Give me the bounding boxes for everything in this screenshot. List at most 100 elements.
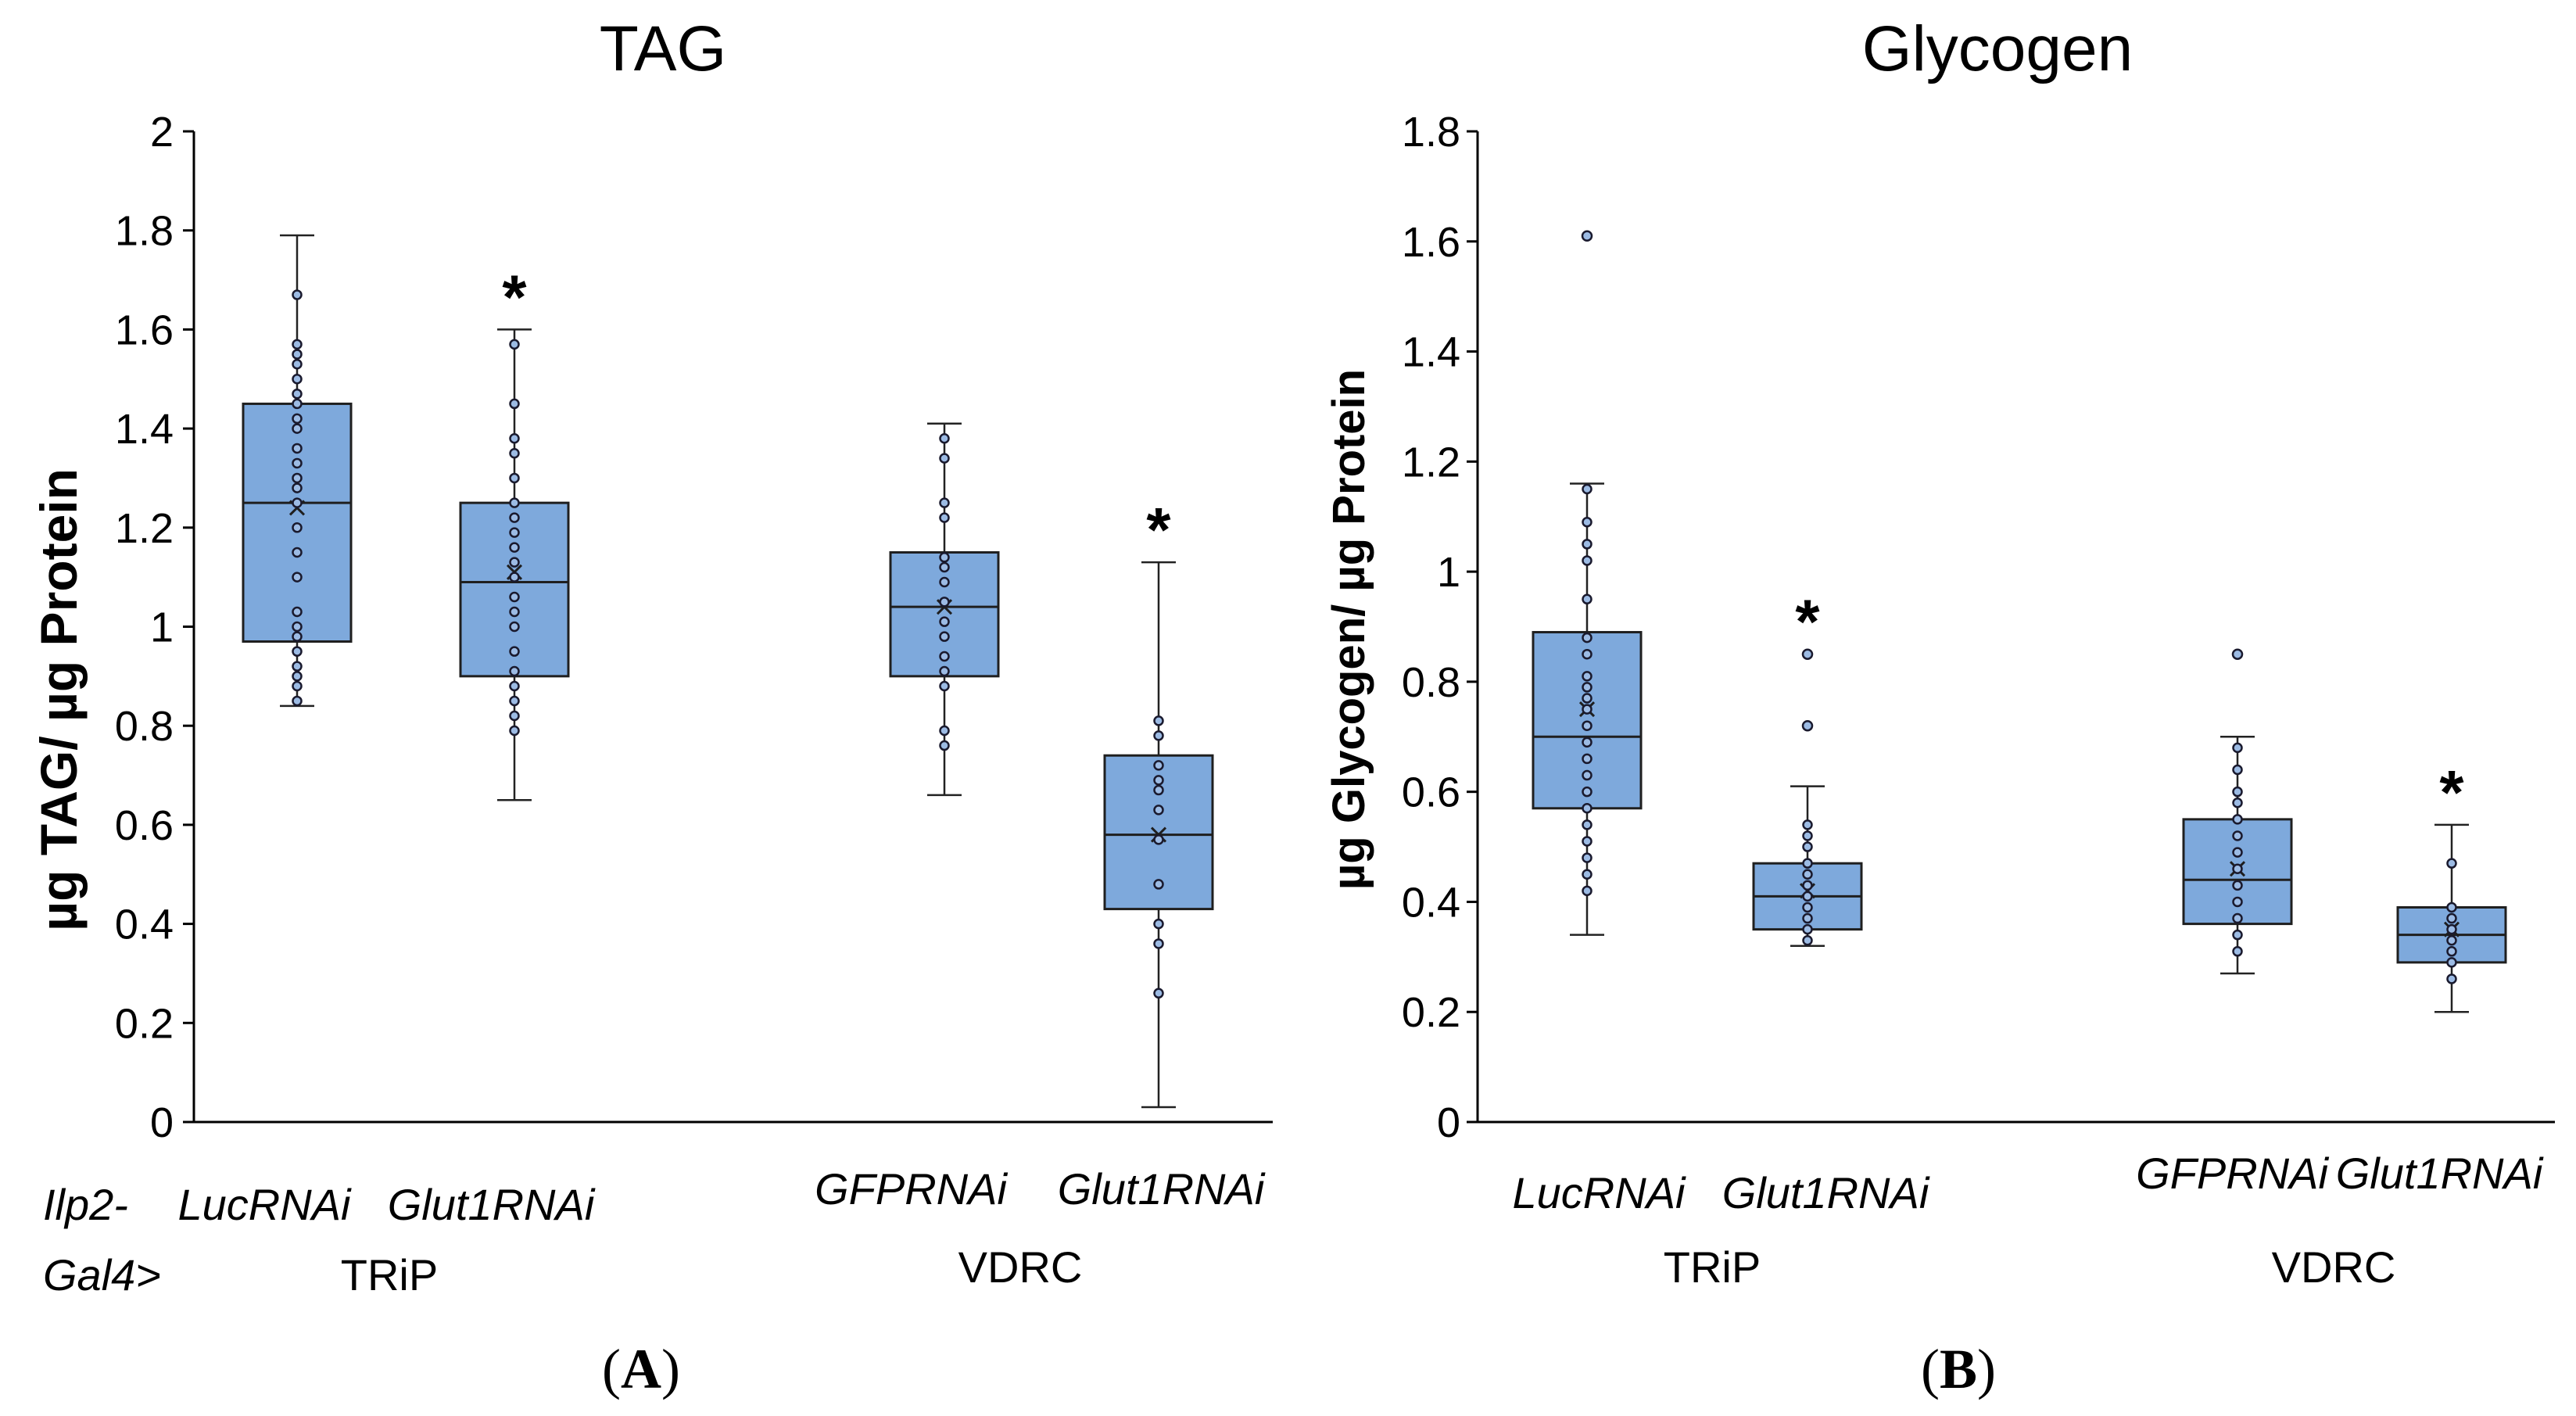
panel-a-tag-chart: TAG µg TAG/ µg Protein 0 0.2 0.4 0.6 0.8 1 1.2…	[30, 13, 1273, 1400]
significance-star: *	[502, 262, 527, 332]
data-point	[292, 443, 303, 454]
data-point	[1582, 693, 1593, 704]
y-tick-label: 1	[1437, 549, 1460, 596]
data-point	[1582, 836, 1593, 847]
data-point	[292, 339, 303, 350]
data-point	[509, 527, 520, 538]
data-point	[1153, 805, 1164, 816]
data-point	[509, 339, 520, 350]
data-point	[2446, 934, 2457, 946]
group-label: TRiP	[1664, 1242, 1761, 1292]
y-tick-label: 0	[1437, 1099, 1460, 1146]
data-point	[1153, 760, 1164, 771]
data-point	[292, 497, 303, 508]
data-point	[2446, 957, 2457, 968]
data-point	[292, 374, 303, 385]
y-tick-label: 0.2	[115, 1000, 174, 1047]
data-point	[292, 457, 303, 469]
data-point	[939, 665, 950, 677]
category-label: GFPRNAi	[815, 1164, 1008, 1213]
data-point	[2232, 814, 2243, 825]
data-point	[939, 433, 950, 444]
category-label: GFPRNAi	[2136, 1149, 2329, 1198]
data-point	[2446, 923, 2457, 935]
data-point	[292, 358, 303, 370]
data-point	[1802, 923, 1813, 935]
data-point	[2232, 847, 2243, 858]
data-point	[1153, 775, 1164, 786]
data-point	[292, 389, 303, 400]
category-label: Glut1RNAi	[1058, 1164, 1266, 1213]
data-point	[292, 482, 303, 493]
data-point	[939, 453, 950, 464]
group-label: TRiP	[341, 1250, 438, 1299]
data-point	[2232, 764, 2243, 776]
genotype-label-line2: Gal4>	[43, 1250, 161, 1299]
data-point	[2232, 797, 2243, 808]
data-point	[1582, 885, 1593, 897]
data-point	[2446, 912, 2457, 924]
data-point	[939, 576, 950, 588]
data-point	[1802, 841, 1813, 852]
data-point	[1582, 648, 1593, 660]
data-point	[292, 621, 303, 633]
data-point	[509, 665, 520, 677]
y-tick-label: 1	[150, 604, 174, 651]
data-point	[1802, 934, 1813, 946]
data-point	[1802, 858, 1813, 869]
data-point	[2232, 880, 2243, 891]
y-tick-label: 0	[150, 1099, 174, 1146]
y-tick-label: 1.8	[115, 208, 174, 255]
data-point	[292, 547, 303, 558]
data-point	[939, 725, 950, 737]
data-point	[1802, 880, 1813, 891]
data-point	[1582, 517, 1593, 528]
data-point	[1582, 869, 1593, 880]
data-point	[939, 651, 950, 662]
data-point	[509, 398, 520, 410]
data-point	[1153, 730, 1164, 741]
data-point	[939, 597, 950, 608]
data-point	[1582, 803, 1593, 814]
data-point	[509, 606, 520, 618]
y-tick-label: 1.8	[1402, 109, 1460, 156]
data-point	[2232, 946, 2243, 957]
data-point	[1582, 682, 1593, 693]
data-point	[939, 512, 950, 523]
outlier-point	[1581, 230, 1593, 242]
y-axis-label: µg TAG/ µg Protein	[30, 468, 88, 931]
data-point	[1582, 555, 1593, 566]
data-point	[292, 289, 303, 300]
data-point	[292, 695, 303, 707]
data-point	[1582, 632, 1593, 643]
data-point	[1153, 938, 1164, 949]
y-tick-label: 0.8	[115, 703, 174, 750]
significance-star: *	[2439, 758, 2464, 827]
y-tick-label: 1.6	[1402, 219, 1460, 266]
data-point	[939, 616, 950, 627]
data-point	[509, 710, 520, 722]
data-point	[1582, 769, 1593, 781]
y-tick-label: 1.4	[115, 406, 174, 453]
data-point	[1582, 720, 1593, 731]
data-point	[292, 522, 303, 533]
y-tick-label: 1.2	[1402, 439, 1460, 486]
significance-star: *	[1146, 495, 1171, 565]
data-point	[1153, 988, 1164, 999]
data-point	[2232, 863, 2243, 874]
data-point	[2232, 929, 2243, 941]
panel-b-glycogen-chart: Glycogen µg Glycogen/ µg Protein 0 0.2 0.4…	[1324, 13, 2555, 1400]
data-point	[292, 671, 303, 682]
y-tick-label: 1.6	[115, 307, 174, 353]
significance-star: *	[1795, 587, 1820, 657]
panel-label-a: (A)	[602, 1338, 680, 1400]
data-point	[292, 661, 303, 672]
data-point	[292, 646, 303, 657]
data-point	[1582, 593, 1593, 605]
data-point	[509, 680, 520, 692]
group-label: VDRC	[2272, 1242, 2396, 1292]
y-tick-label: 0.8	[1402, 659, 1460, 706]
data-point	[1582, 483, 1593, 495]
data-point	[2232, 912, 2243, 924]
data-point	[509, 695, 520, 707]
